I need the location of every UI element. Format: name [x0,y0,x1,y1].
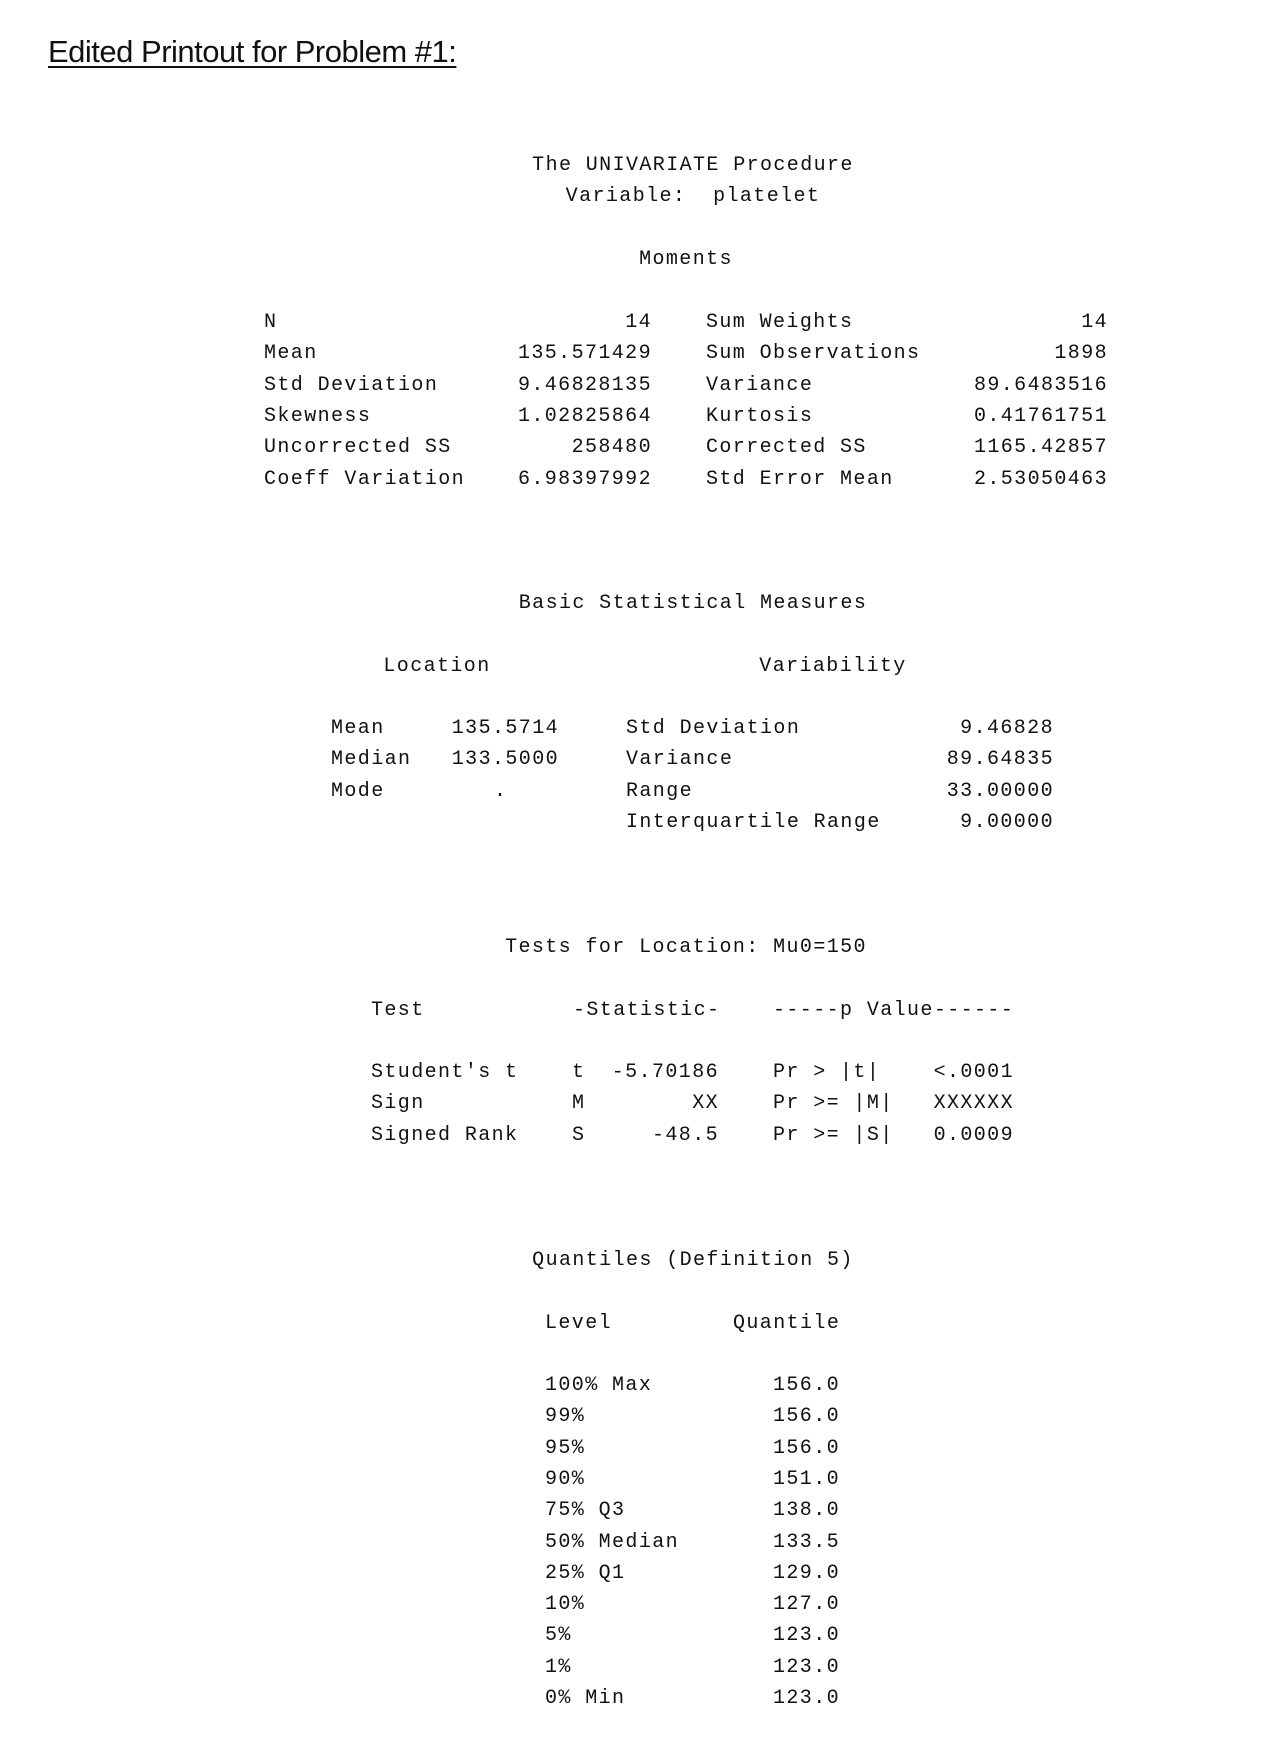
test-symbol: t [572,1061,586,1084]
variability-label: Variance [626,748,734,772]
test-statistic: -48.5 [651,1123,719,1147]
variability-label: Range [626,779,694,803]
location-value: 135.5714 [451,717,559,740]
procedure-title: The UNIVARIATE Procedure [532,154,854,177]
quantile-value: 123.0 [773,1624,841,1648]
location-label: Mode [331,779,385,803]
moments-value: 14 [625,311,652,334]
location-label: Median [331,748,412,772]
moments-value: 1165.42857 [973,436,1108,460]
test-pvalue: 0.0009 [933,1123,1014,1147]
variability-value: 9.46828 [960,717,1054,740]
test-pr-label: Pr >= |S| [773,1123,894,1147]
quantile-level: 90% [545,1467,586,1491]
quantile-level: 1% [545,1655,572,1679]
quantile-level: 75% Q3 [545,1499,626,1523]
test-pvalue: XXXXXX [933,1092,1014,1116]
location-value: . [494,779,508,803]
variable-label: Variable: platelet [565,185,821,208]
test-statistic: -5.70186 [611,1061,719,1084]
moments-label: Corrected SS [706,436,867,460]
quantiles-header-quantile: Quantile [733,1312,841,1335]
moments-value: 1898 [1054,342,1108,366]
moments-value: 6.98397992 [517,467,652,491]
test-pr-label: Pr >= |M| [773,1092,894,1116]
variability-label: Std Deviation [626,717,801,740]
variability-label: Interquartile Range [626,810,881,834]
quantile-level: 5% [545,1624,572,1648]
quantile-level: 50% Median [545,1530,680,1554]
page-heading: Edited Printout for Problem #1: [48,34,457,69]
test-symbol: M [572,1092,586,1116]
quantile-level: 25% Q1 [545,1561,626,1585]
quantile-value: 156.0 [773,1436,841,1460]
moments-value: 89.6483516 [973,373,1108,397]
moments-value: 1.02825864 [517,404,652,428]
moments-label: Variance [706,373,814,397]
moments-value: 14 [1081,311,1108,334]
test-name: Student's t [371,1061,519,1084]
tests-header-pvalue: -----p Value------ [773,999,1015,1022]
quantile-value: 151.0 [773,1467,841,1491]
quantile-value: 123.0 [773,1655,841,1679]
quantile-value: 156.0 [773,1405,841,1429]
quantile-level: 10% [545,1593,586,1617]
location-header: Location [383,655,491,678]
quantiles-header-level: Level [545,1312,613,1335]
tests-header-test: Test [371,999,425,1022]
test-statistic: XX [692,1092,719,1116]
moments-label: Skewness [264,404,372,428]
moments-value: 9.46828135 [517,373,652,397]
quantile-value: 127.0 [773,1593,841,1617]
quantiles-title: Quantiles (Definition 5) [532,1249,854,1272]
moments-value: 0.41761751 [973,404,1108,428]
tests-title: Tests for Location: Mu0=150 [505,936,867,959]
quantile-value: 156.0 [773,1374,841,1397]
quantile-value: 123.0 [773,1687,841,1710]
test-name: Sign [371,1092,425,1116]
variability-value: 89.64835 [946,748,1054,772]
moments-title: Moments [639,248,733,271]
basic-measures-title: Basic Statistical Measures [518,592,868,615]
variability-value: 33.00000 [946,779,1054,803]
test-pr-label: Pr > |t| [773,1061,881,1084]
moments-label: Kurtosis [706,404,814,428]
quantile-level: 95% [545,1436,586,1460]
quantile-value: 133.5 [773,1530,841,1554]
quantile-value: 138.0 [773,1499,841,1523]
quantile-value: 129.0 [773,1561,841,1585]
quantile-level: 0% Min [545,1687,626,1710]
test-pvalue: <.0001 [933,1061,1014,1084]
moments-value: 135.571429 [517,342,652,366]
moments-value: 258480 [571,436,652,460]
quantile-level: 100% Max [545,1374,653,1397]
variability-header: Variability [759,655,907,678]
location-label: Mean [331,717,385,740]
moments-label: Std Error Mean [706,467,894,491]
moments-label: Sum Observations [706,342,921,366]
variability-value: 9.00000 [960,810,1054,834]
tests-header-statistic: -Statistic- [573,999,721,1022]
moments-label: Uncorrected SS [264,436,452,460]
quantile-level: 99% [545,1405,586,1429]
moments-label: Mean [264,342,318,366]
moments-label: N [264,311,278,334]
moments-label: Sum Weights [706,311,854,334]
moments-label: Coeff Variation [264,467,466,491]
moments-label: Std Deviation [264,373,439,397]
location-value: 133.5000 [451,748,559,772]
test-symbol: S [572,1123,586,1147]
moments-value: 2.53050463 [973,467,1108,491]
test-name: Signed Rank [371,1123,519,1147]
